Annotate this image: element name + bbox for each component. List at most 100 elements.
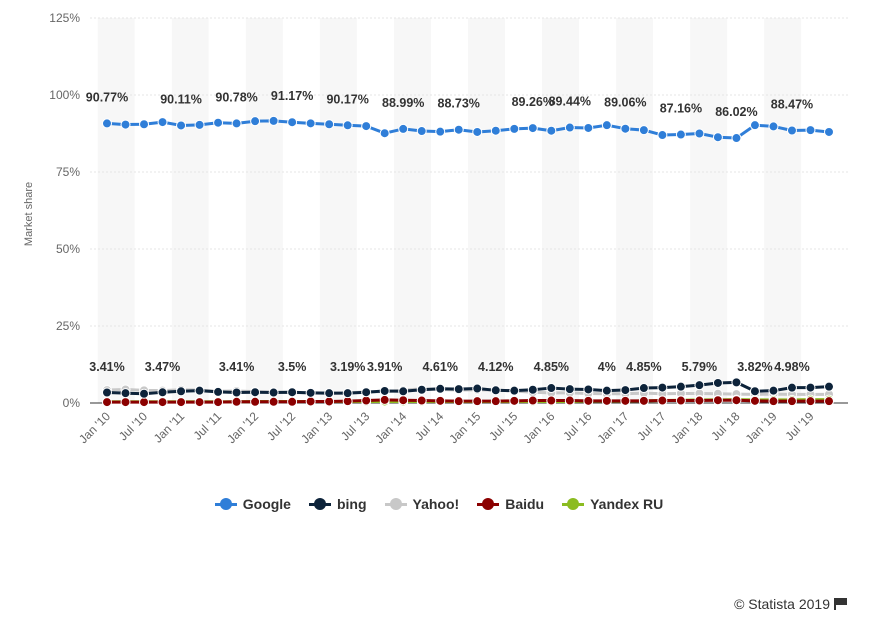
data-point[interactable] [638,395,649,406]
data-point[interactable] [342,120,353,131]
data-point[interactable] [601,385,612,396]
data-point[interactable] [546,395,557,406]
data-point[interactable] [157,117,168,128]
data-point[interactable] [694,380,705,391]
data-point[interactable] [268,387,279,398]
data-point[interactable] [527,384,538,395]
data-point[interactable] [231,396,242,407]
data-point[interactable] [287,387,298,398]
data-point[interactable] [120,388,131,399]
data-point[interactable] [749,386,760,397]
data-point[interactable] [398,395,409,406]
data-point[interactable] [435,383,446,394]
data-point[interactable] [731,395,742,406]
data-point[interactable] [749,120,760,131]
data-point[interactable] [749,395,760,406]
data-point[interactable] [102,387,112,398]
data-point[interactable] [305,118,316,129]
data-point[interactable] [361,387,372,398]
data-point[interactable] [824,396,834,407]
data-point[interactable] [176,120,187,131]
data-point[interactable] [379,385,390,396]
data-point[interactable] [287,396,298,407]
data-point[interactable] [546,125,557,136]
data-point[interactable] [583,395,594,406]
data-point[interactable] [712,377,723,388]
data-point[interactable] [805,125,816,136]
data-point[interactable] [620,123,631,134]
data-point[interactable] [361,395,372,406]
data-point[interactable] [786,396,797,407]
data-point[interactable] [231,118,242,129]
data-point[interactable] [287,117,298,128]
data-point[interactable] [805,396,816,407]
data-point[interactable] [657,395,668,406]
data-point[interactable] [194,385,205,396]
legend-item-baidu[interactable]: Baidu [477,496,544,512]
data-point[interactable] [453,124,464,135]
data-point[interactable] [102,118,112,129]
data-point[interactable] [768,385,779,396]
data-point[interactable] [805,382,816,393]
data-point[interactable] [490,125,501,136]
data-point[interactable] [139,397,150,408]
data-point[interactable] [157,397,168,408]
data-point[interactable] [527,123,538,134]
data-point[interactable] [139,388,150,399]
data-point[interactable] [102,397,112,408]
data-point[interactable] [213,386,224,397]
data-point[interactable] [120,397,131,408]
data-point[interactable] [361,121,372,132]
data-point[interactable] [176,386,187,397]
data-point[interactable] [509,385,520,396]
series-bing[interactable] [102,377,834,399]
data-point[interactable] [620,385,631,396]
data-point[interactable] [472,126,483,137]
data-point[interactable] [768,121,779,132]
data-point[interactable] [213,117,224,128]
data-point[interactable] [675,381,686,392]
data-point[interactable] [786,382,797,393]
data-point[interactable] [583,384,594,395]
data-point[interactable] [712,132,723,143]
data-point[interactable] [268,396,279,407]
data-point[interactable] [416,384,427,395]
data-point[interactable] [379,394,390,405]
data-point[interactable] [250,387,261,398]
series-google[interactable] [102,115,834,144]
data-point[interactable] [731,377,742,388]
data-point[interactable] [305,387,316,398]
data-point[interactable] [786,125,797,136]
data-point[interactable] [194,119,205,130]
data-point[interactable] [509,123,520,134]
data-point[interactable] [324,119,335,130]
legend-item-google[interactable]: Google [214,496,291,512]
data-point[interactable] [657,130,668,141]
legend-item-bing[interactable]: bing [308,496,367,512]
data-point[interactable] [139,119,150,130]
data-point[interactable] [416,126,427,137]
data-point[interactable] [120,119,131,130]
data-point[interactable] [601,395,612,406]
data-point[interactable] [472,396,483,407]
legend-item-yahoo-[interactable]: Yahoo! [384,496,459,512]
data-point[interactable] [824,381,834,392]
flag-icon[interactable] [834,598,848,610]
data-point[interactable] [268,115,279,126]
data-point[interactable] [768,396,779,407]
data-point[interactable] [731,133,742,144]
data-point[interactable] [453,384,464,395]
series-baidu[interactable] [102,394,834,408]
data-point[interactable] [435,395,446,406]
data-point[interactable] [213,397,224,408]
data-point[interactable] [250,116,261,127]
data-point[interactable] [564,384,575,395]
data-point[interactable] [453,396,464,407]
data-point[interactable] [435,126,446,137]
data-point[interactable] [509,395,520,406]
data-point[interactable] [527,395,538,406]
data-point[interactable] [712,395,723,406]
data-point[interactable] [398,386,409,397]
data-point[interactable] [342,388,353,399]
data-point[interactable] [472,383,483,394]
